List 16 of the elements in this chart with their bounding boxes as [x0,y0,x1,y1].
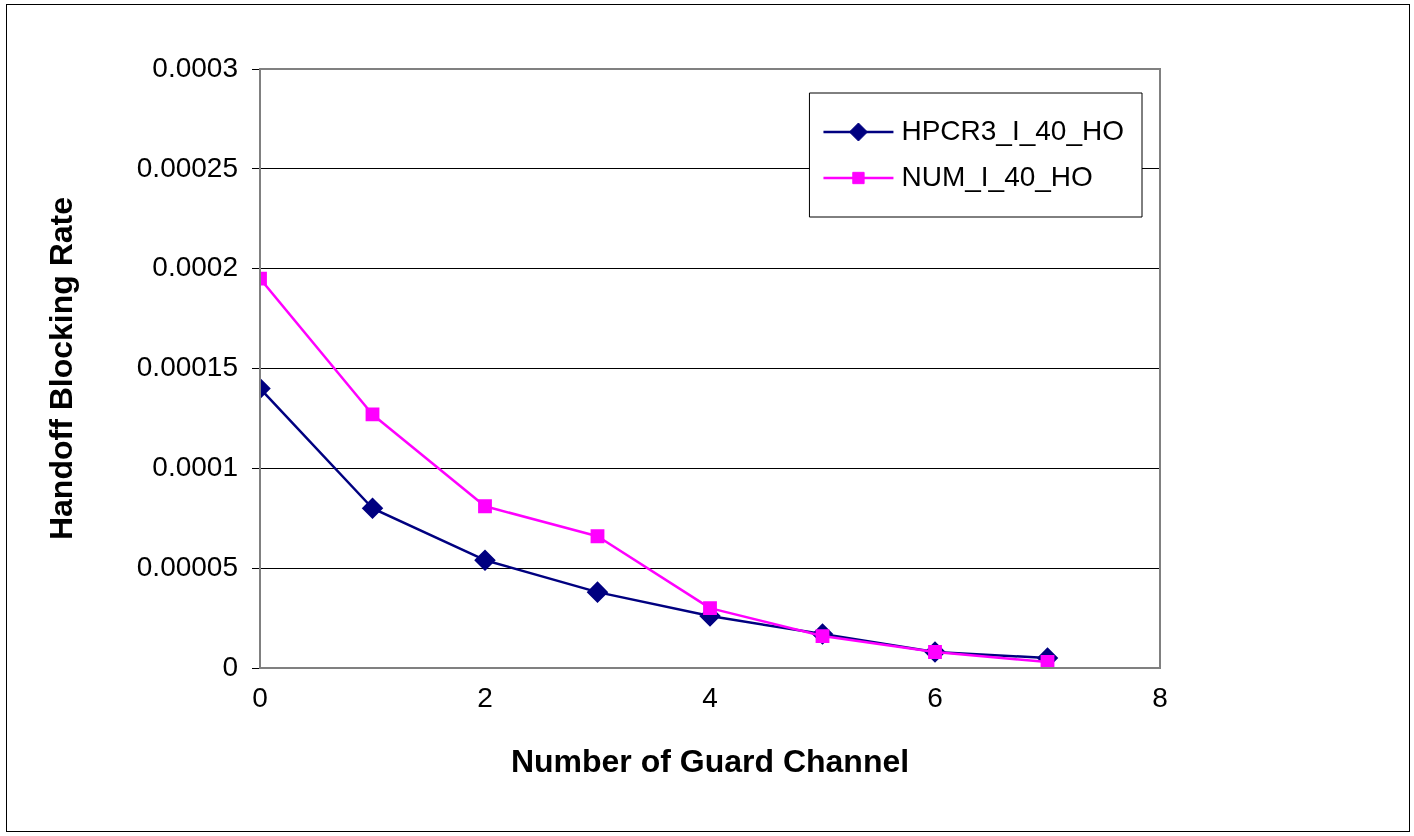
x-tick-label: 4 [702,681,718,713]
x-tick-label: 2 [477,681,493,713]
x-tick-label: 8 [1152,681,1168,713]
x-tick-label: 0 [252,681,268,713]
y-axis-title: Handoff Blocking Rate [43,196,80,541]
y-tick-label: 0.0003 [152,51,238,83]
x-axis-title: Number of Guard Channel [510,742,910,779]
y-tick-label: 0.0001 [152,451,238,483]
legend-label: NUM_I_40_HO [901,160,1093,192]
y-tick-label: 0.00005 [136,550,238,582]
y-tick-label: 0.00015 [136,351,238,383]
y-tick-label: 0.00025 [136,151,238,183]
y-tick-label: 0.0002 [152,251,238,283]
y-tick-label: 0 [222,650,238,682]
legend-label: HPCR3_I_40_HO [901,114,1125,146]
x-tick-label: 6 [927,681,943,713]
